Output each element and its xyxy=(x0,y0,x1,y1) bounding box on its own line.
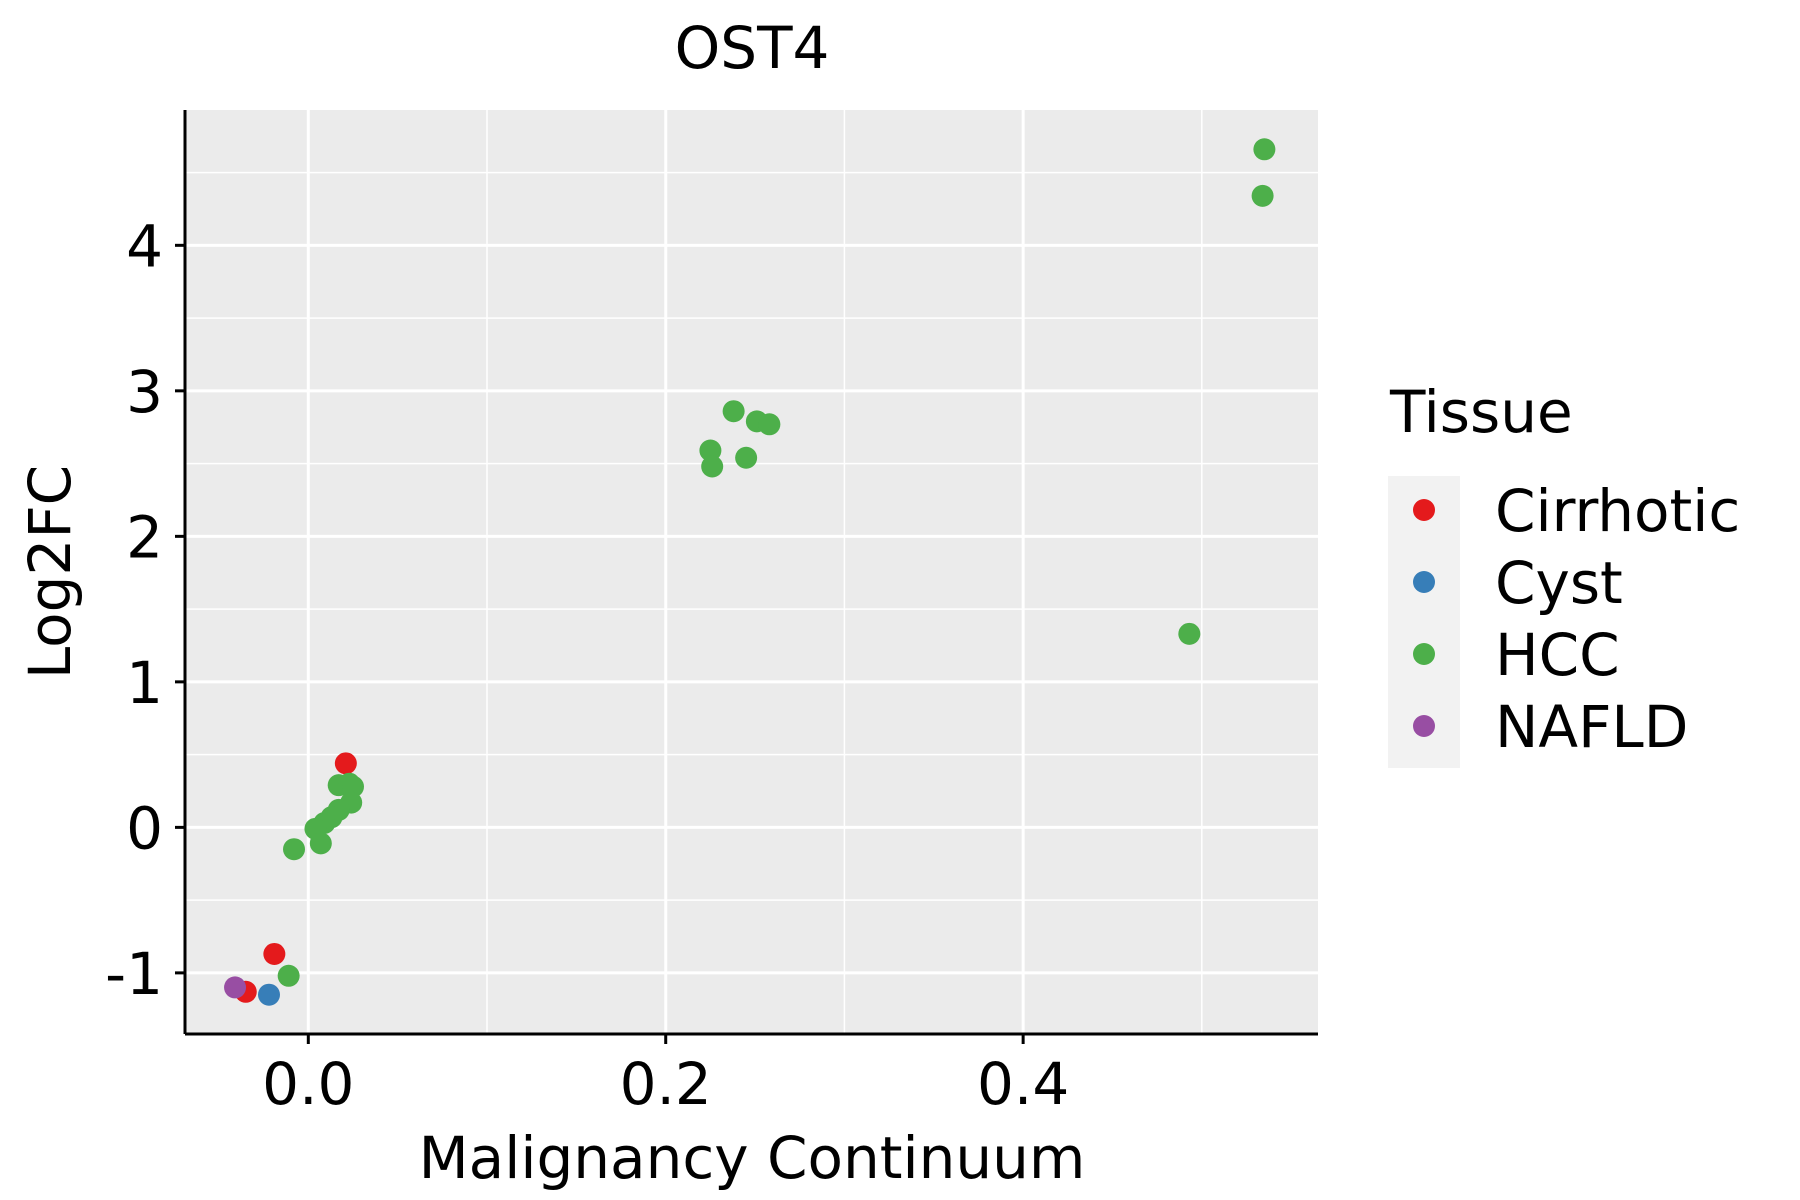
data-point-hcc xyxy=(309,832,332,855)
data-point-hcc xyxy=(277,964,300,987)
data-point-hcc xyxy=(341,775,364,798)
legend-label-cirrhotic: Cirrhotic xyxy=(1495,477,1740,545)
data-point-hcc xyxy=(1253,138,1276,161)
data-point-cirrhotic xyxy=(334,752,357,775)
data-point-hcc xyxy=(283,838,306,861)
y-tick-label: 4 xyxy=(126,212,163,280)
x-tick-label: 0.2 xyxy=(620,1050,712,1118)
legend-key-cirrhotic xyxy=(1413,499,1435,521)
data-point-nafld xyxy=(224,976,247,999)
chart-title: OST4 xyxy=(675,14,830,82)
data-point-hcc xyxy=(722,400,745,423)
legend-label-nafld: NAFLD xyxy=(1495,693,1688,761)
x-tick-label: 0.4 xyxy=(977,1050,1069,1118)
y-tick-label: -1 xyxy=(105,940,163,1008)
legend-label-hcc: HCC xyxy=(1495,621,1620,689)
x-axis-ticks: 0.0 0.2 0.4 xyxy=(262,1034,1069,1118)
legend-label-cyst: Cyst xyxy=(1495,549,1623,617)
legend-title: Tissue xyxy=(1389,378,1573,446)
data-point-hcc xyxy=(735,446,758,469)
y-tick-label: 1 xyxy=(126,649,163,717)
legend-key-nafld xyxy=(1413,715,1435,737)
data-point-cirrhotic xyxy=(263,942,286,965)
data-points xyxy=(224,138,1276,1006)
minor-gridlines xyxy=(185,110,1318,1034)
y-tick-label: 2 xyxy=(126,503,163,571)
data-point-hcc xyxy=(701,455,724,478)
x-tick-label: 0.0 xyxy=(262,1050,354,1118)
y-tick-label: 3 xyxy=(126,358,163,426)
data-point-hcc xyxy=(1178,622,1201,645)
data-point-cyst xyxy=(257,983,280,1006)
panel-background xyxy=(185,110,1318,1034)
y-axis-ticks: -1 0 1 2 3 4 xyxy=(105,212,185,1008)
data-point-hcc xyxy=(758,413,781,436)
y-tick-label: 0 xyxy=(126,794,163,862)
x-axis-label: Malignancy Continuum xyxy=(419,1124,1086,1192)
major-gridlines xyxy=(185,110,1318,1034)
y-axis-label: Log2FC xyxy=(16,465,84,679)
legend-key-cyst xyxy=(1413,571,1435,593)
legend-key-hcc xyxy=(1413,643,1435,665)
data-point-hcc xyxy=(1251,184,1274,207)
data-point-hcc xyxy=(699,439,722,462)
